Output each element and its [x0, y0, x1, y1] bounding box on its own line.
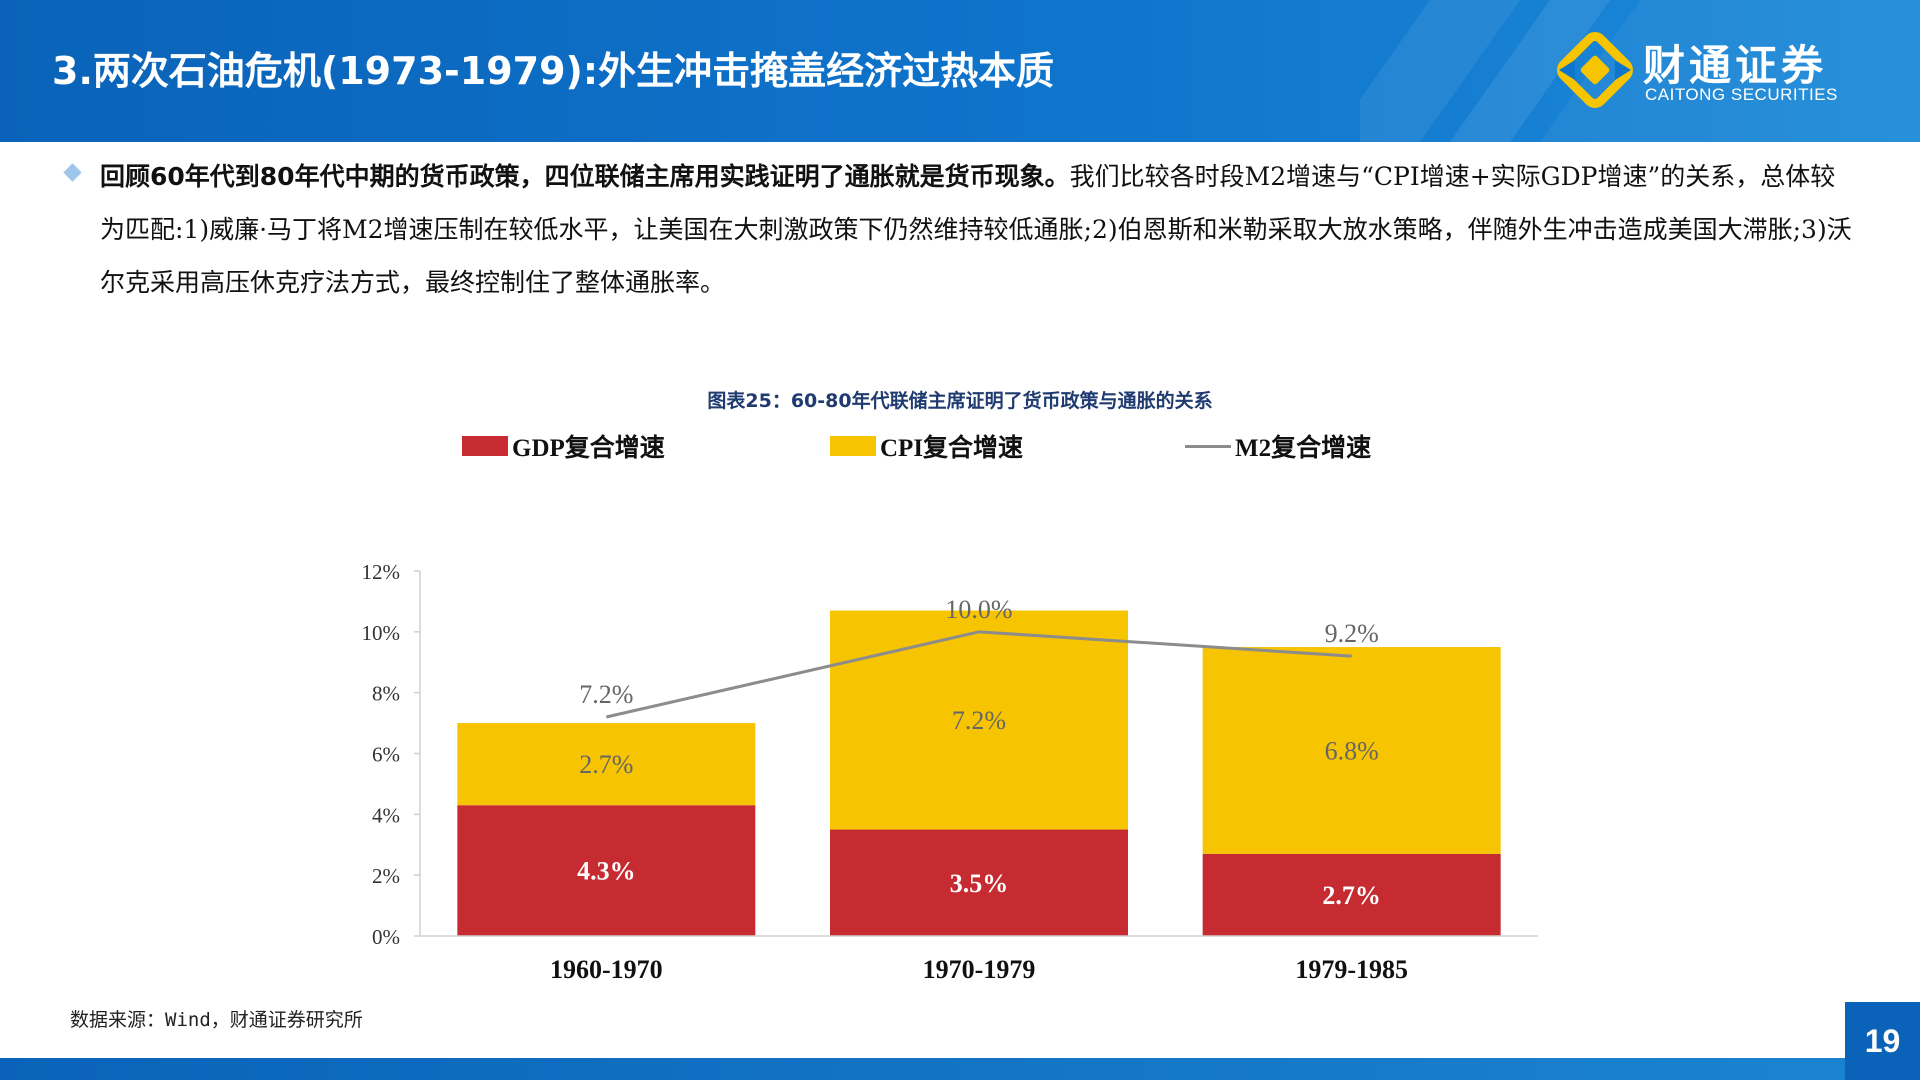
legend-label-m2: M2复合增速: [1235, 435, 1372, 462]
bar-cpi: [1202, 647, 1501, 854]
stacked-bar-chart: 0% 2% 4% 6% 8% 10% 12% 4.3% 2.7% 1960-1970 3.5% 7.2…: [362, 560, 1538, 984]
x-category-label: 1960-1970: [550, 955, 663, 984]
data-label-cpi: 6.8%: [1325, 736, 1379, 765]
legend-swatch-gdp: [462, 436, 508, 456]
legend-swatch-m2: [1185, 444, 1231, 448]
line-m2: [605, 630, 1352, 719]
data-label-gdp: 4.3%: [577, 857, 636, 886]
data-label-cpi: 2.7%: [579, 750, 633, 779]
data-source: 数据来源：Wind，财通证券研究所: [70, 1009, 363, 1031]
footer-bar: [0, 1058, 1920, 1080]
company-logo: 财通证券 CAITONG SECURITIES: [1555, 30, 1895, 110]
data-label-m2: 9.2%: [1325, 619, 1379, 648]
legend-swatch-cpi: [830, 436, 876, 456]
y-tick-label: 10%: [362, 621, 401, 645]
y-tick-label: 2%: [372, 864, 400, 888]
y-tick-label: 6%: [372, 743, 400, 767]
logo-name-cn: 财通证券: [1643, 41, 1828, 90]
figure-title: 图表25：60-80年代联储主席证明了货币政策与通胀的关系: [707, 390, 1213, 412]
header-decoration: [1360, 0, 1920, 142]
legend-label-gdp: GDP复合增速: [512, 435, 665, 462]
bar-cpi: [457, 723, 756, 806]
intro-rest-text: 我们比较各时段M2增速与“CPI增速+实际GDP增速”的关系，总体较为匹配:1)…: [100, 162, 1852, 297]
data-label-m2: 7.2%: [579, 680, 633, 709]
data-label-gdp: 3.5%: [950, 869, 1009, 898]
y-tick-label: 8%: [372, 682, 400, 706]
bar-gdp: [1202, 853, 1501, 936]
data-label-m2: 10.0%: [945, 595, 1012, 624]
legend-item-gdp: GDP复合增速: [462, 428, 665, 464]
data-label-cpi: 7.2%: [952, 706, 1006, 735]
x-category-label: 1979-1985: [1295, 955, 1408, 984]
page-title: 3.两次石油危机(1973-1979):外生冲击掩盖经济过热本质: [52, 49, 1055, 93]
y-tick-label: 0%: [372, 925, 400, 949]
legend-item-cpi: CPI复合增速: [830, 428, 1023, 464]
x-category-label: 1970-1979: [923, 955, 1036, 984]
caitong-logo-icon: [1557, 32, 1633, 108]
page-number: 19: [1845, 1002, 1920, 1080]
bar-cpi: [830, 610, 1128, 830]
intro-bold-text: 回顾60年代到80年代中期的货币政策，四位联储主席用实践证明了通胀就是货币现象。: [100, 162, 1070, 191]
y-tick-label: 4%: [372, 803, 400, 827]
intro-paragraph: 回顾60年代到80年代中期的货币政策，四位联储主席用实践证明了通胀就是货币现象。…: [100, 150, 1860, 309]
bar-gdp: [830, 829, 1128, 936]
y-tick-label: 12%: [362, 560, 401, 584]
logo-name-en: CAITONG SECURITIES: [1645, 85, 1838, 104]
legend-item-m2: M2复合增速: [1185, 428, 1371, 464]
header-banner: 3.两次石油危机(1973-1979):外生冲击掩盖经济过热本质 财通证券 CA…: [0, 0, 1920, 142]
data-label-gdp: 2.7%: [1322, 881, 1381, 910]
bar-gdp: [457, 805, 756, 936]
legend-label-cpi: CPI复合增速: [880, 435, 1024, 462]
